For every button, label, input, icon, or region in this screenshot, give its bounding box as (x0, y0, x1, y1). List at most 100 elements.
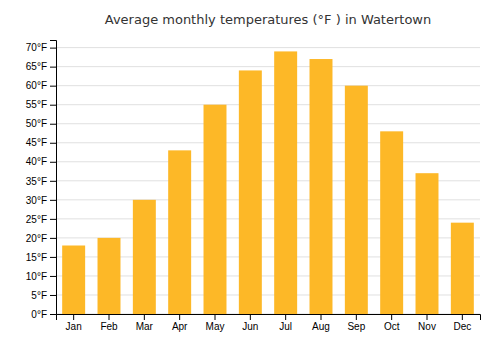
x-tick-label: Apr (172, 321, 188, 332)
grid-line (56, 47, 480, 48)
y-tick: 55°F (26, 99, 56, 110)
y-tick-label: 65°F (26, 61, 47, 72)
y-tick-label: 50°F (26, 118, 47, 129)
x-tick: Apr (172, 314, 188, 332)
x-tick-label: Nov (418, 321, 436, 332)
x-tick-mark (321, 314, 322, 320)
bar (310, 59, 333, 314)
x-tick: Sep (347, 314, 365, 332)
x-tick-label: Jan (66, 321, 82, 332)
x-tick-mark (427, 314, 428, 320)
x-tick-label: Mar (136, 321, 154, 332)
y-tick-label: 45°F (26, 137, 47, 148)
y-tick: 25°F (26, 214, 56, 225)
y-tick-mark (50, 48, 56, 49)
x-tick-label: Sep (347, 321, 365, 332)
grid-line (56, 142, 480, 143)
grid (56, 48, 480, 314)
y-tick-mark (50, 219, 56, 220)
bar (168, 150, 191, 314)
x-tick-mark (250, 314, 251, 320)
x-tick: Mar (136, 314, 154, 332)
y-tick-mark (50, 143, 56, 144)
y-tick: 20°F (26, 233, 56, 244)
x-tick-label: Feb (100, 321, 118, 332)
grid-line (56, 123, 480, 124)
y-tick-label: 35°F (26, 176, 47, 187)
y-axis-line (50, 41, 57, 315)
bar (98, 238, 121, 314)
x-tick: Nov (418, 314, 436, 332)
bar (451, 223, 474, 314)
x-tick-mark (144, 314, 145, 320)
y-tick: 5°F (31, 290, 56, 301)
chart: 0°F 5°F 10°F 15°F 20°F 25°F 30°F 35°F 40°F 45°F 50… (0, 0, 500, 350)
x-tick-mark (462, 314, 463, 320)
y-tick-mark (50, 314, 56, 315)
y-tick-mark (50, 105, 56, 106)
x-tick: Dec (453, 314, 471, 332)
y-tick-mark (50, 181, 56, 182)
y-tick-label: 60°F (26, 80, 47, 91)
y-tick-label: 10°F (26, 271, 47, 282)
x-axis-line (57, 315, 481, 321)
y-axis: 0°F 5°F 10°F 15°F 20°F 25°F 30°F 35°F 40°F 45°F 50… (26, 41, 57, 320)
grid-line (56, 66, 480, 67)
x-tick: Feb (100, 314, 118, 332)
y-tick-mark (50, 200, 56, 201)
y-tick-mark (50, 238, 56, 239)
y-tick-label: 5°F (31, 290, 47, 301)
x-tick-mark (285, 314, 286, 320)
y-tick: 30°F (26, 195, 56, 206)
x-tick-label: Dec (453, 321, 471, 332)
bar (345, 86, 368, 314)
bar (274, 51, 297, 314)
y-tick: 40°F (26, 156, 56, 167)
y-tick-mark (50, 276, 56, 277)
bar (62, 246, 85, 315)
y-tick-mark (50, 67, 56, 68)
y-tick-mark (50, 124, 56, 125)
grid-line (56, 85, 480, 86)
x-tick-label: Jul (279, 321, 292, 332)
bar (380, 131, 403, 314)
x-tick: Jun (242, 314, 258, 332)
y-tick: 60°F (26, 80, 56, 91)
y-tick-mark (50, 257, 56, 258)
y-tick-mark (50, 86, 56, 87)
x-tick: Aug (312, 314, 330, 332)
bar (416, 173, 439, 314)
x-tick-mark (109, 314, 110, 320)
x-tick-label: May (206, 321, 225, 332)
y-tick-label: 70°F (26, 42, 47, 53)
y-tick: 10°F (26, 271, 56, 282)
x-tick-mark (356, 314, 357, 320)
x-tick-mark (391, 314, 392, 320)
y-tick-mark (50, 295, 56, 296)
y-tick: 70°F (26, 42, 56, 53)
y-tick-label: 0°F (31, 309, 47, 320)
y-tick-label: 30°F (26, 195, 47, 206)
grid-line (56, 104, 480, 105)
y-tick-label: 20°F (26, 233, 47, 244)
x-tick: Oct (384, 314, 400, 332)
y-tick: 65°F (26, 61, 56, 72)
y-tick: 45°F (26, 137, 56, 148)
y-tick-label: 40°F (26, 156, 47, 167)
title: Average monthly temperatures (°F ) in Wa… (105, 12, 432, 27)
y-tick-label: 15°F (26, 252, 47, 263)
x-tick: May (206, 314, 225, 332)
y-tick: 35°F (26, 176, 56, 187)
x-tick: Jul (279, 314, 292, 332)
y-tick: 15°F (26, 252, 56, 263)
bar (133, 200, 156, 314)
y-tick-mark (50, 162, 56, 163)
y-tick: 50°F (26, 118, 56, 129)
x-tick-mark (179, 314, 180, 320)
x-axis: Jan Feb Mar Apr May Jun Jul Aug Sep Oct Nov Dec (57, 314, 481, 332)
y-tick-label: 25°F (26, 214, 47, 225)
x-tick-label: Jun (242, 321, 258, 332)
grid-line (56, 161, 480, 162)
bar (204, 105, 227, 314)
bars (62, 51, 474, 314)
